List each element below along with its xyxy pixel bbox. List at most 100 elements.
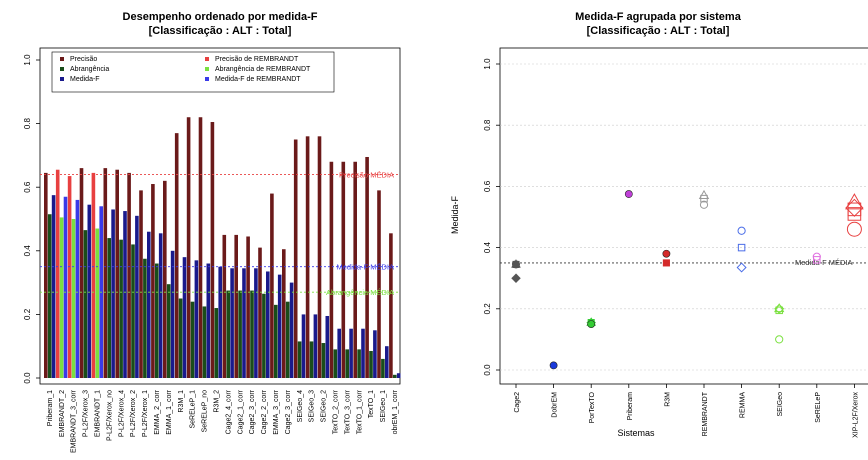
right-chart-subtitle: [Classificação : ALT : Total] <box>587 25 730 37</box>
left-x-tick-label: EMMA_3_corr <box>273 389 280 434</box>
right-plot-frame <box>499 47 868 385</box>
left-x-tick-label: Cage2_3_corr <box>249 389 256 434</box>
fmeasure-bar <box>87 204 92 378</box>
right-x-tick-label: SeRELeP <box>815 392 822 423</box>
data-point-square <box>737 243 746 252</box>
left-y-tick-label: 0.8 <box>23 117 32 129</box>
data-point-square <box>662 259 670 267</box>
fmeasure-bar <box>135 215 139 378</box>
left-x-tick-label: SEIGeo_4 <box>297 390 304 422</box>
recall-bar <box>345 349 349 378</box>
legend-swatch <box>60 77 64 81</box>
left-x-tick-label: EMBRANDT_2 <box>59 390 66 437</box>
recall-bar <box>107 238 111 378</box>
right-y-tick-label: 0.4 <box>483 241 492 253</box>
right-reference-label: Medida-F MÉDIA <box>795 258 853 267</box>
fmeasure-bar <box>266 271 270 378</box>
left-x-tick-label: R3M_1 <box>178 390 185 413</box>
left-x-tick-label: P-L2F/Xerox_2 <box>130 390 137 437</box>
left-y-tick-label: 0.2 <box>23 308 32 320</box>
left-legend-box <box>51 51 335 93</box>
fmeasure-bar <box>361 328 365 378</box>
precision-bar <box>222 234 227 378</box>
left-x-tick-label: SeRELeP_1 <box>190 390 197 429</box>
fmeasure-bar <box>396 373 401 378</box>
precision-bar <box>79 168 84 378</box>
left-x-tick-label: Cage2_4_corr <box>225 389 232 434</box>
left-y-tick-label: 0.0 <box>23 372 32 384</box>
legend-swatch <box>60 67 64 71</box>
precision-bar <box>282 249 286 378</box>
fmeasure-bar <box>373 330 377 378</box>
right-x-tick-label: Cage2 <box>514 392 521 413</box>
legend-swatch <box>205 57 209 61</box>
data-point-diamond <box>511 273 521 283</box>
fmeasure-bar <box>51 195 56 378</box>
recall-bar <box>250 290 254 378</box>
data-point-circle <box>624 190 633 198</box>
fmeasure-bar <box>337 328 341 378</box>
data-point-triangle <box>698 189 710 199</box>
fmeasure-bar <box>158 233 163 378</box>
fmeasure-bar <box>194 260 199 378</box>
recall-bar <box>285 301 290 378</box>
precision-bar <box>151 184 155 378</box>
left-x-tick-label: TexTO_3_corr <box>344 389 351 434</box>
precision-bar <box>210 122 215 378</box>
precision-bar <box>44 172 48 378</box>
left-x-tick-label: SeRELeP_no <box>202 390 209 433</box>
right-y-tick-label: 0.6 <box>483 180 492 192</box>
data-point-circle <box>549 361 558 370</box>
fmeasure-bar <box>206 263 211 378</box>
recall-bar <box>321 343 326 378</box>
precision-bar <box>115 169 119 378</box>
left-plot-frame <box>39 47 401 385</box>
recall-bar <box>202 306 207 378</box>
fmeasure-bar <box>385 346 389 378</box>
legend-label: Precisão de REMBRANDT <box>215 56 299 63</box>
data-point-square <box>700 194 708 203</box>
right-x-tick-label: REMBRANDT <box>702 391 709 436</box>
right-y-tick-label: 1.0 <box>483 58 492 70</box>
left-reference-label: Precisão MÉDIA <box>339 170 394 179</box>
data-point-triangle <box>845 193 864 210</box>
fmeasure-bar <box>170 250 175 378</box>
left-x-tick-label: P-L2F/Xerox_1 <box>142 390 149 437</box>
left-chart-title: Desempenho ordenado por medida-F <box>123 11 318 23</box>
fmeasure-bar <box>218 266 222 378</box>
precision-bar <box>329 161 334 378</box>
left-x-tick-label: TexTO_1_corr <box>356 389 363 434</box>
data-point-circle <box>737 226 746 235</box>
left-x-tick-label: EMMA_2_corr <box>154 389 161 434</box>
left-x-tick-label: SEIGeo_2 <box>321 390 328 422</box>
right-y-axis-label: Medida-F <box>450 195 460 234</box>
recall-bar <box>83 230 88 378</box>
precision-bar <box>234 234 238 378</box>
left-x-tick-label: Priberam_1 <box>47 390 54 426</box>
recall-bar <box>178 298 183 378</box>
left-x-tick-label: TexTO_1 <box>368 390 375 418</box>
right-x-axis-label: Sistemas <box>617 428 655 438</box>
data-point-circle <box>699 200 709 209</box>
left-x-tick-label: R3M_2 <box>213 390 220 413</box>
left-reference-label: Medida-F MÉDIA <box>336 263 394 272</box>
left-x-tick-label: EMBRANDT_1 <box>94 390 101 437</box>
left-x-tick-label: P-L2F/Xerox_no <box>106 390 113 441</box>
legend-label: Medida-F <box>70 76 100 83</box>
precision-bar <box>127 172 131 378</box>
fmeasure-bar <box>123 211 127 378</box>
fmeasure-bar <box>313 314 318 378</box>
left-x-tick-label: P-L2F/Xerox_4 <box>118 390 125 437</box>
left-x-tick-label: Cage2_2_corr <box>261 389 268 434</box>
recall-bar <box>333 349 338 378</box>
left-x-tick-label: EMBRANDT_3_corr <box>71 389 78 453</box>
fmeasure-bar <box>254 268 258 378</box>
left-x-tick-label: SEIGeo_1 <box>380 390 387 422</box>
precision-bar <box>246 236 250 378</box>
data-point-square <box>813 256 821 264</box>
left-x-tick-label: TexTO_2_corr <box>332 389 339 434</box>
left-bar-chart: 0.0 0.2 0.4 0.6 0.8 1.0 Priberam_1 EMBRANDT_2 EM… <box>23 47 401 453</box>
left-x-tick-label: P-L2F/Xerox_3 <box>83 390 90 437</box>
recall-bar <box>190 301 195 378</box>
